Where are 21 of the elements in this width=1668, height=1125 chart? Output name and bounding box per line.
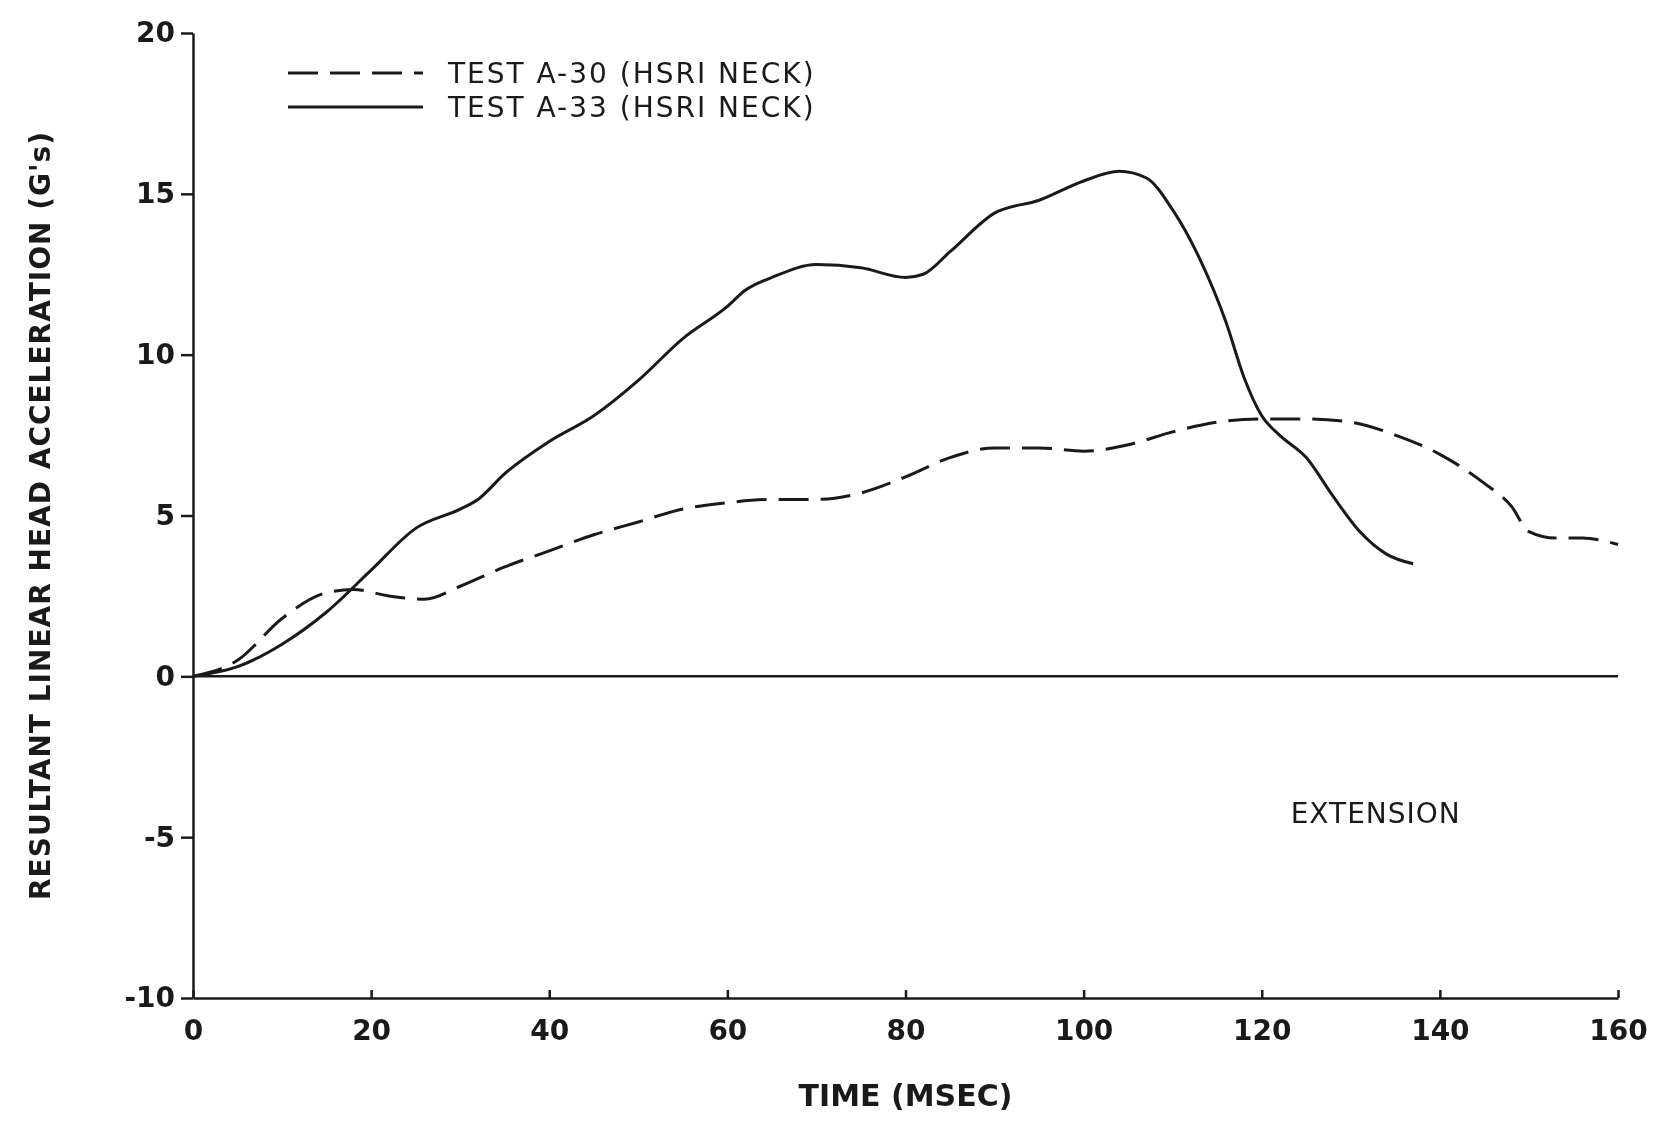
y-tick-label: 20	[136, 16, 175, 50]
y-tick-label: -10	[124, 981, 175, 1015]
x-tick-label: 80	[886, 1013, 926, 1047]
x-tick-label: 20	[352, 1013, 392, 1047]
y-tick-label: 15	[136, 177, 175, 211]
x-axis-title: TIME (MSEC)	[798, 1078, 1013, 1113]
x-tick-label: 40	[530, 1013, 570, 1047]
x-tick-label: 120	[1233, 1013, 1292, 1047]
legend-label: TEST A-33 (HSRI NECK)	[447, 91, 816, 124]
annotation: EXTENSION	[1290, 796, 1461, 830]
x-tick-label: 100	[1054, 1013, 1114, 1047]
y-tick-label: 5	[155, 498, 175, 532]
x-tick-label: 60	[708, 1013, 748, 1047]
x-tick-label: 0	[183, 1013, 204, 1047]
legend-label: TEST A-30 (HSRI NECK)	[447, 57, 816, 90]
x-tick-label: 160	[1589, 1013, 1648, 1047]
x-tick-label: 140	[1411, 1013, 1470, 1047]
y-tick-label: 10	[136, 338, 175, 372]
y-axis-title: RESULTANT LINEAR HEAD ACCELERATION (G's)	[24, 131, 57, 900]
y-tick-label: 0	[155, 659, 175, 693]
y-tick-label: -5	[143, 820, 175, 854]
